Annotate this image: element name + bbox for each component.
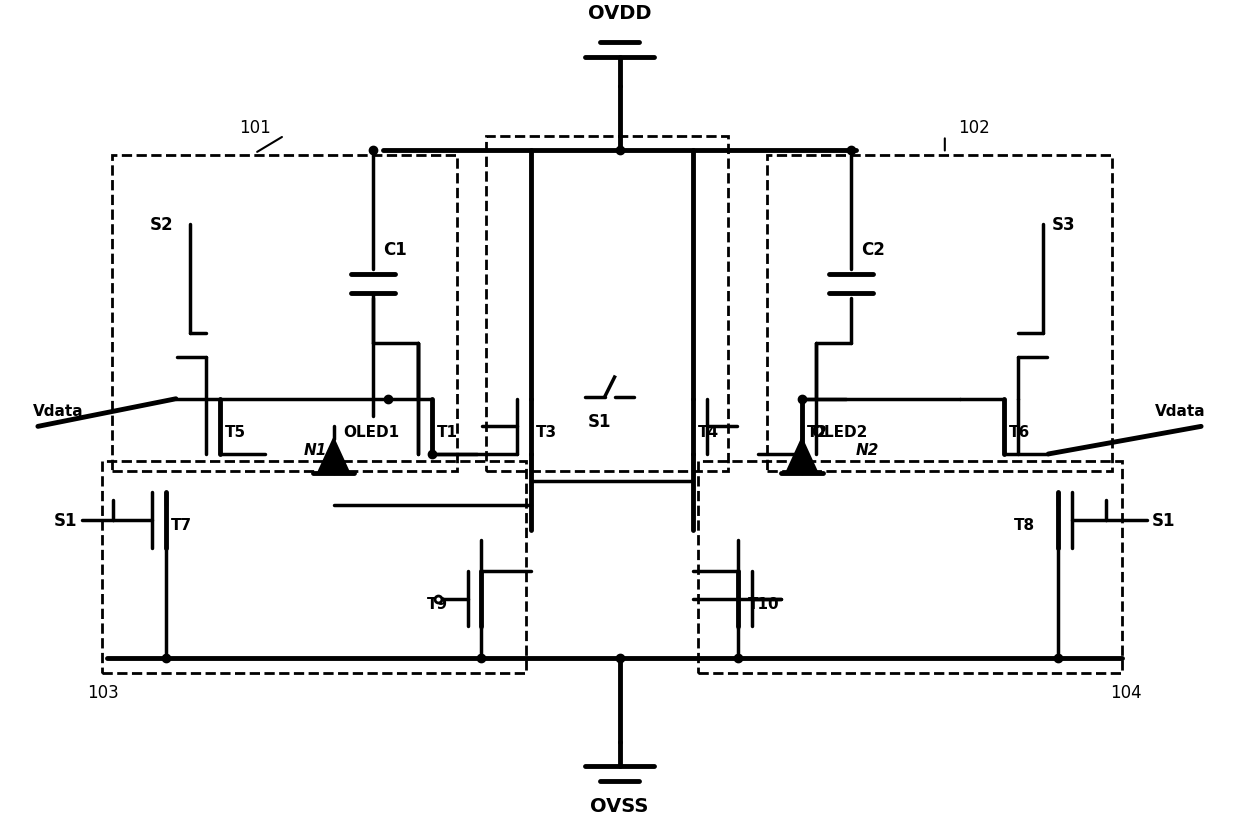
Text: T2: T2 [807, 424, 828, 439]
Text: N1: N1 [304, 442, 327, 457]
Text: 102: 102 [959, 118, 990, 136]
Text: T9: T9 [427, 596, 449, 612]
Text: 101: 101 [239, 118, 270, 136]
Text: T5: T5 [225, 424, 247, 439]
Text: OLED1: OLED1 [343, 424, 400, 439]
Text: C2: C2 [861, 241, 885, 259]
Text: N2: N2 [856, 442, 880, 457]
Text: Vdata: Vdata [33, 404, 83, 419]
Text: 104: 104 [1110, 683, 1142, 700]
Text: Vdata: Vdata [1156, 404, 1206, 419]
Text: S1: S1 [1152, 511, 1176, 529]
Text: T4: T4 [699, 424, 720, 439]
Text: 103: 103 [87, 683, 119, 700]
Text: OVDD: OVDD [587, 4, 652, 23]
Text: OVSS: OVSS [590, 796, 649, 815]
Text: T3: T3 [535, 424, 556, 439]
Text: S1: S1 [53, 511, 77, 529]
Polygon shape [786, 439, 818, 474]
Text: T1: T1 [437, 424, 458, 439]
Text: T7: T7 [171, 518, 192, 533]
Text: T10: T10 [747, 596, 779, 612]
Text: S1: S1 [589, 413, 612, 431]
Text: S3: S3 [1052, 216, 1075, 234]
Polygon shape [318, 439, 349, 474]
Text: C1: C1 [383, 241, 406, 259]
Text: T8: T8 [1014, 518, 1035, 533]
Text: S2: S2 [149, 216, 173, 234]
Text: OLED2: OLED2 [812, 424, 869, 439]
Text: T6: T6 [1009, 424, 1030, 439]
